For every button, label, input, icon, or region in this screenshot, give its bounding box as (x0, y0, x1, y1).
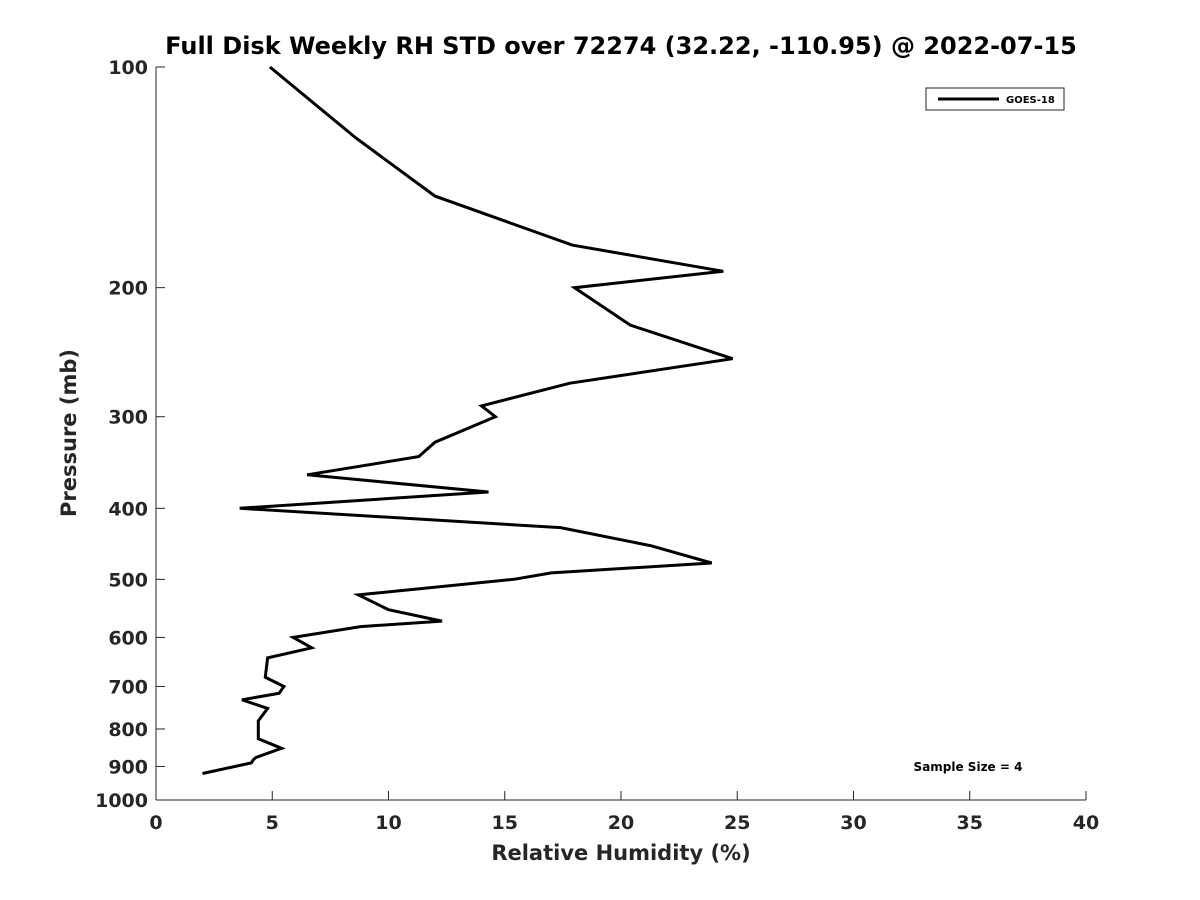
series-group (202, 65, 734, 775)
legend: GOES-18 (925, 87, 1065, 111)
y-tick-label: 300 (108, 407, 148, 429)
x-tick-label: 35 (957, 812, 983, 834)
y-tick-label: 800 (108, 719, 148, 741)
y-tick-label: 700 (108, 676, 148, 698)
x-tick-label: 15 (492, 812, 518, 834)
x-tick-label: 25 (724, 812, 750, 834)
y-tick-label: 1000 (95, 790, 148, 812)
y-tick-label: 100 (108, 57, 148, 79)
y-tick-label: 400 (108, 498, 148, 520)
plot-area (155, 67, 1086, 801)
y-axis-label: Pressure (mb) (57, 349, 81, 517)
x-axis-label: Relative Humidity (%) (491, 841, 750, 865)
y-tick-label: 900 (108, 756, 148, 778)
x-tick-label: 30 (840, 812, 866, 834)
x-tick-label: 10 (375, 812, 401, 834)
y-tick-label: 600 (108, 627, 148, 649)
y-ticks: 100 200 300 400 500 600 700 800 900 1000 (95, 57, 165, 812)
chart-title: Full Disk Weekly RH STD over 72274 (32.2… (165, 32, 1077, 60)
legend-label-goes-18: GOES-18 (1006, 95, 1055, 106)
x-tick-label: 20 (608, 812, 634, 834)
x-ticks: 0 5 10 15 20 25 30 35 40 (149, 791, 1099, 834)
y-tick-label: 200 (108, 278, 148, 300)
y-tick-label: 500 (108, 569, 148, 591)
sample-size-annotation: Sample Size = 4 (914, 760, 1023, 774)
x-tick-label: 40 (1073, 812, 1099, 834)
x-tick-label: 0 (149, 812, 162, 834)
x-tick-label: 5 (266, 812, 279, 834)
series-line-goes-18 (202, 65, 734, 775)
